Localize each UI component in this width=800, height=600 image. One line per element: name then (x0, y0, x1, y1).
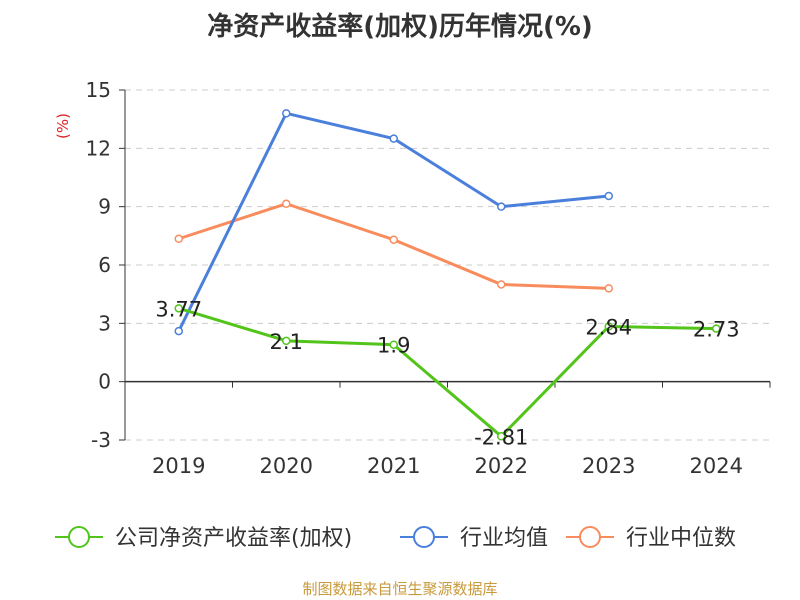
data-point (174, 304, 183, 313)
data-point (497, 280, 506, 289)
legend-label: 行业均值 (460, 526, 548, 551)
series-line (178, 306, 717, 438)
y-tick-label: 9 (98, 195, 111, 219)
legend-label: 公司净资产收益率(加权) (115, 526, 352, 551)
y-tick-label: 3 (98, 311, 111, 335)
x-tick-label: 2021 (367, 454, 420, 478)
x-tick-label: 2019 (152, 454, 205, 478)
data-label: 2.1 (270, 330, 303, 354)
legend: 公司净资产收益率(加权) 行业均值 行业中位数 (55, 526, 736, 551)
data-label: 2.84 (585, 315, 632, 339)
data-point (712, 324, 721, 333)
series-line (178, 202, 609, 290)
data-label: 2.73 (693, 318, 740, 342)
x-tick-label: 2020 (260, 454, 313, 478)
chart-title: 净资产收益率(加权)历年情况(%) (207, 12, 593, 42)
data-point (497, 432, 506, 441)
x-tick-label: 2023 (582, 454, 635, 478)
y-tick-label: 15 (86, 78, 111, 102)
data-point (389, 235, 398, 244)
grid-layer (125, 89, 770, 441)
series-layer (174, 109, 721, 441)
y-tick-label: -3 (91, 428, 111, 452)
data-point (282, 109, 291, 118)
y-tick-label: 6 (98, 253, 111, 277)
x-tick-label: 2024 (690, 454, 743, 478)
legend-marker (579, 526, 601, 548)
data-point (174, 234, 183, 243)
legend-marker (68, 526, 90, 548)
legend-marker (413, 526, 435, 548)
legend-label: 行业中位数 (626, 526, 736, 551)
data-point (604, 322, 613, 331)
data-point (604, 284, 613, 293)
axis-layer: -3 0 3 6 9 12 15 2019 2020 2021 2022 2023 2024 (%) (54, 78, 771, 478)
source-note: 制图数据来自恒生聚源数据库 (302, 580, 498, 598)
data-point (282, 336, 291, 346)
data-label: 1.9 (377, 334, 410, 358)
data-point (389, 340, 398, 349)
series-line (177, 111, 609, 332)
x-tick-label: 2022 (475, 454, 528, 478)
data-point (497, 202, 506, 211)
data-point (174, 326, 183, 336)
data-point (282, 199, 291, 208)
data-label-layer: 3.77 2.1 1.9 -2.81 2.84 2.73 (155, 297, 739, 449)
data-label: -2.81 (474, 425, 528, 449)
y-tick-label: 0 (98, 370, 111, 394)
data-point (389, 134, 398, 143)
y-axis-label: (%) (54, 113, 72, 139)
y-tick-label: 12 (86, 136, 111, 160)
data-label: 3.77 (155, 297, 202, 321)
data-point (604, 191, 613, 201)
